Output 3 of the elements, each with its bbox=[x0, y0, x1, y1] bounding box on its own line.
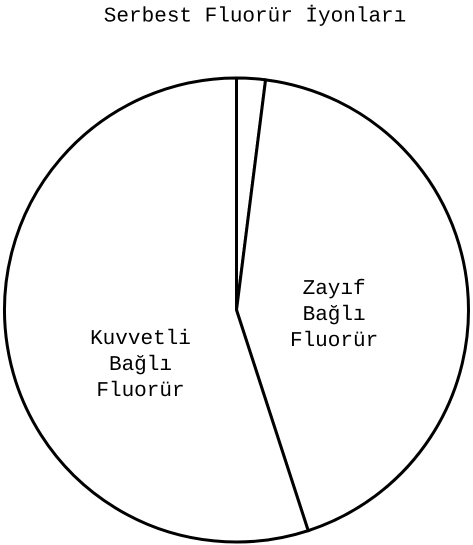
slice-label: Serbest Fluorür İyonları bbox=[104, 4, 406, 29]
slice-label: Kuvvetli Bağlı Fluorür bbox=[90, 328, 191, 403]
slice-label: Zayıf Bağlı Fluorür bbox=[290, 278, 378, 354]
